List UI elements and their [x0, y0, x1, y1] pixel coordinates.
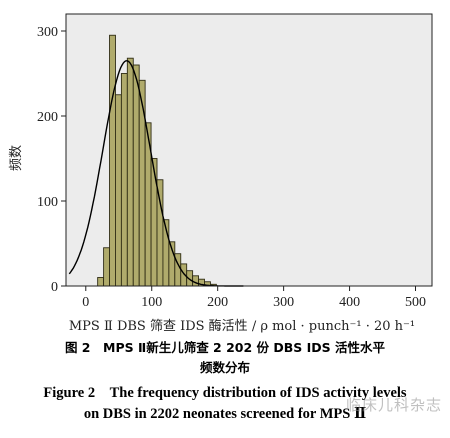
histogram-bar-10	[156, 179, 164, 287]
y-tick-label: 100	[37, 195, 58, 210]
x-axis-label: MPS Ⅱ DBS 筛查 IDS 酶活性 / ρ mol · punch⁻¹ ·…	[69, 318, 415, 334]
histogram-bar-5	[126, 57, 134, 287]
y-tick-label: 200	[37, 110, 58, 125]
x-tick-label: 200	[207, 295, 228, 310]
watermark: 临床儿科杂志	[345, 396, 442, 414]
y-axis-label: 频数	[9, 145, 24, 171]
x-tick-label: 0	[82, 295, 89, 310]
y-tick-label: 0	[51, 280, 58, 295]
caption-en-line2: on DBS in 2202 neonates screened for MPS…	[83, 406, 367, 422]
figure-caption-english: Figure 2 The frequency distribution of I…	[0, 383, 450, 425]
plot-frame	[65, 13, 433, 287]
x-tick-label: 100	[141, 295, 162, 310]
x-tick-label: 500	[405, 295, 426, 310]
caption-cn-line1: 图 2 MPS Ⅱ新生儿筛查 2 202 份 DBS IDS 活性水平	[64, 340, 386, 355]
x-tick-label: 300	[273, 295, 294, 310]
figure-caption-chinese: 图 2 MPS Ⅱ新生儿筛查 2 202 份 DBS IDS 活性水平 频数分布	[0, 338, 450, 378]
histogram-bar-0	[97, 277, 105, 287]
histogram-bar-16	[192, 275, 200, 287]
histogram-bar-3	[115, 94, 122, 287]
axes: 0 100 200 300 400 500 0 100 200 300	[37, 13, 433, 310]
caption-en-line1: Figure 2 The frequency distribution of I…	[43, 385, 407, 401]
caption-cn-line2: 频数分布	[199, 360, 250, 375]
histogram-bar-2	[109, 34, 116, 287]
histogram-bar-1	[103, 247, 110, 287]
x-tick-label: 400	[339, 295, 360, 310]
histogram-bar-4	[120, 73, 128, 287]
histogram-bar-9	[150, 158, 158, 287]
histogram-bar-6	[132, 64, 140, 287]
y-tick-label: 300	[37, 25, 58, 40]
histogram-chart: 0 100 200 300 400 500 0 100 200 300 频数 MPS Ⅱ DBS …	[9, 13, 433, 334]
